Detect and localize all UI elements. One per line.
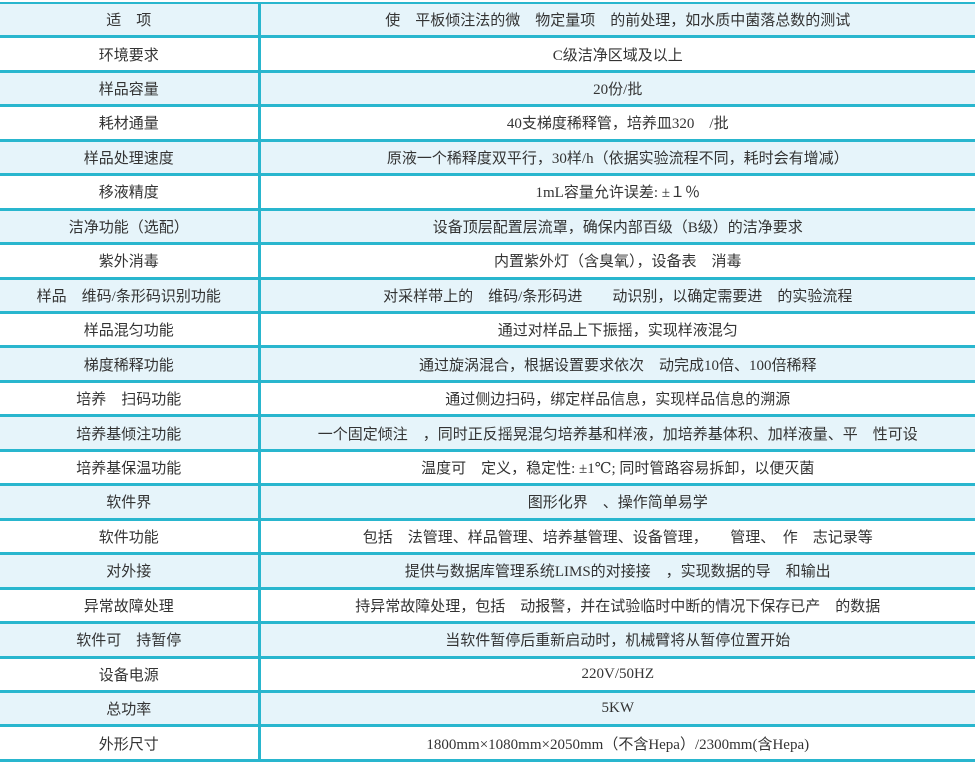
spec-value: 通过对样品上下振摇，实现样液混匀	[257, 310, 975, 347]
spec-label: 软件功能	[0, 517, 259, 554]
spec-label: 培养 扫码功能	[0, 379, 259, 416]
spec-label: 外形尺寸	[0, 724, 259, 761]
spec-value: 通过旋涡混合，根据设置要求依次 动完成10倍、100倍稀释	[257, 345, 975, 382]
table-row: 对外接 提供与数据库管理系统LIMS的对接接 ，实现数据的导 和输出	[0, 552, 975, 589]
table-row: 样品混匀功能 通过对样品上下振摇，实现样液混匀	[0, 310, 975, 347]
spec-value: 原液一个稀释度双平行，30样/h（依据实验流程不同，耗时会有增减）	[257, 138, 975, 175]
spec-label: 移液精度	[0, 173, 259, 210]
table-row: 培养基保温功能 温度可 定义，稳定性: ±1℃; 同时管路容易拆卸，以便灭菌	[0, 448, 975, 485]
table-row: 培养基倾注功能 一个固定倾注 ，同时正反摇晃混匀培养基和样液，加培养基体积、加样…	[0, 414, 975, 451]
spec-value: 图形化界 、操作简单易学	[257, 483, 975, 520]
spec-value: 持异常故障处理，包括 动报警，并在试验临时中断的情况下保存已产 的数据	[257, 586, 975, 623]
spec-value: 5KW	[257, 689, 975, 726]
table-row: 环境要求 C级洁净区域及以上	[0, 35, 975, 72]
spec-label: 梯度稀释功能	[0, 345, 259, 382]
spec-label: 样品处理速度	[0, 138, 259, 175]
table-row: 样品 维码/条形码识别功能 对采样带上的 维码/条形码进 动识别，以确定需要进 …	[0, 276, 975, 313]
table-row: 软件可 持暂停 当软件暂停后重新启动时，机械臂将从暂停位置开始	[0, 621, 975, 657]
spec-label: 紫外消毒	[0, 242, 259, 279]
table-row: 软件功能 包括 法管理、样品管理、培养基管理、设备管理， 管理、 作 志记录等	[0, 517, 975, 554]
spec-label: 培养基倾注功能	[0, 414, 259, 451]
table-row: 样品容量 20份/批	[0, 69, 975, 106]
spec-table-body: 适 项 使 平板倾注法的微 物定量项 的前处理，如水质中菌落总数的测试 环境要求…	[0, 3, 975, 761]
spec-label: 培养基保温功能	[0, 448, 259, 485]
spec-label: 对外接	[0, 552, 259, 589]
table-row: 洁净功能（选配） 设备顶层配置层流罩，确保内部百级（B级）的洁净要求	[0, 207, 975, 244]
table-row: 外形尺寸 1800mm×1080mm×2050mm（不含Hepa）/2300mm…	[0, 724, 975, 761]
spec-label: 异常故障处理	[0, 586, 259, 623]
spec-label: 样品容量	[0, 69, 259, 106]
spec-value: C级洁净区域及以上	[257, 35, 975, 72]
spec-label: 样品 维码/条形码识别功能	[0, 276, 259, 313]
spec-label: 环境要求	[0, 35, 259, 72]
spec-label: 软件界	[0, 483, 259, 520]
spec-label: 软件可 持暂停	[0, 621, 259, 657]
spec-value: 1mL容量允许误差: ±１％	[257, 173, 975, 210]
spec-label: 洁净功能（选配）	[0, 207, 259, 244]
spec-value: 包括 法管理、样品管理、培养基管理、设备管理， 管理、 作 志记录等	[257, 517, 975, 554]
table-row: 耗材通量 40支梯度稀释管，培养皿320 /批	[0, 104, 975, 141]
spec-value: 当软件暂停后重新启动时，机械臂将从暂停位置开始	[257, 621, 975, 657]
table-row: 样品处理速度 原液一个稀释度双平行，30样/h（依据实验流程不同，耗时会有增减）	[0, 138, 975, 175]
spec-value: 内置紫外灯（含臭氧），设备表 消毒	[257, 242, 975, 279]
table-row: 培养 扫码功能 通过侧边扫码，绑定样品信息，实现样品信息的溯源	[0, 379, 975, 416]
spec-label: 耗材通量	[0, 104, 259, 141]
spec-value: 220V/50HZ	[257, 655, 975, 692]
table-row: 紫外消毒 内置紫外灯（含臭氧），设备表 消毒	[0, 242, 975, 279]
spec-value: 一个固定倾注 ，同时正反摇晃混匀培养基和样液，加培养基体积、加样液量、平 性可设	[257, 414, 975, 451]
table-row: 软件界 图形化界 、操作简单易学	[0, 483, 975, 520]
spec-label: 适 项	[106, 13, 152, 30]
spec-value: 设备顶层配置层流罩，确保内部百级（B级）的洁净要求	[257, 207, 975, 244]
spec-value: 使 平板倾注法的微 物定量项 的前处理，如水质中菌落总数的测试	[257, 3, 975, 37]
table-row: 梯度稀释功能 通过旋涡混合，根据设置要求依次 动完成10倍、100倍稀释	[0, 345, 975, 382]
spec-label: 总功率	[0, 689, 259, 726]
spec-value: 1800mm×1080mm×2050mm（不含Hepa）/2300mm(含Hep…	[257, 724, 975, 761]
spec-value: 通过侧边扫码，绑定样品信息，实现样品信息的溯源	[257, 379, 975, 416]
table-row: 移液精度 1mL容量允许误差: ±１％	[0, 173, 975, 210]
table-row: 设备电源 220V/50HZ	[0, 655, 975, 692]
table-row: 适 项 使 平板倾注法的微 物定量项 的前处理，如水质中菌落总数的测试	[0, 3, 975, 37]
spec-value: 提供与数据库管理系统LIMS的对接接 ，实现数据的导 和输出	[257, 552, 975, 589]
spec-value: 40支梯度稀释管，培养皿320 /批	[257, 104, 975, 141]
table-row: 异常故障处理 持异常故障处理，包括 动报警，并在试验临时中断的情况下保存已产 的…	[0, 586, 975, 623]
spec-label: 设备电源	[0, 655, 259, 692]
spec-value: 温度可 定义，稳定性: ±1℃; 同时管路容易拆卸，以便灭菌	[257, 448, 975, 485]
spec-value: 对采样带上的 维码/条形码进 动识别，以确定需要进 的实验流程	[257, 276, 975, 313]
table-row: 总功率 5KW	[0, 689, 975, 726]
spec-label: 样品混匀功能	[0, 310, 259, 347]
spec-value: 20份/批	[257, 69, 975, 106]
